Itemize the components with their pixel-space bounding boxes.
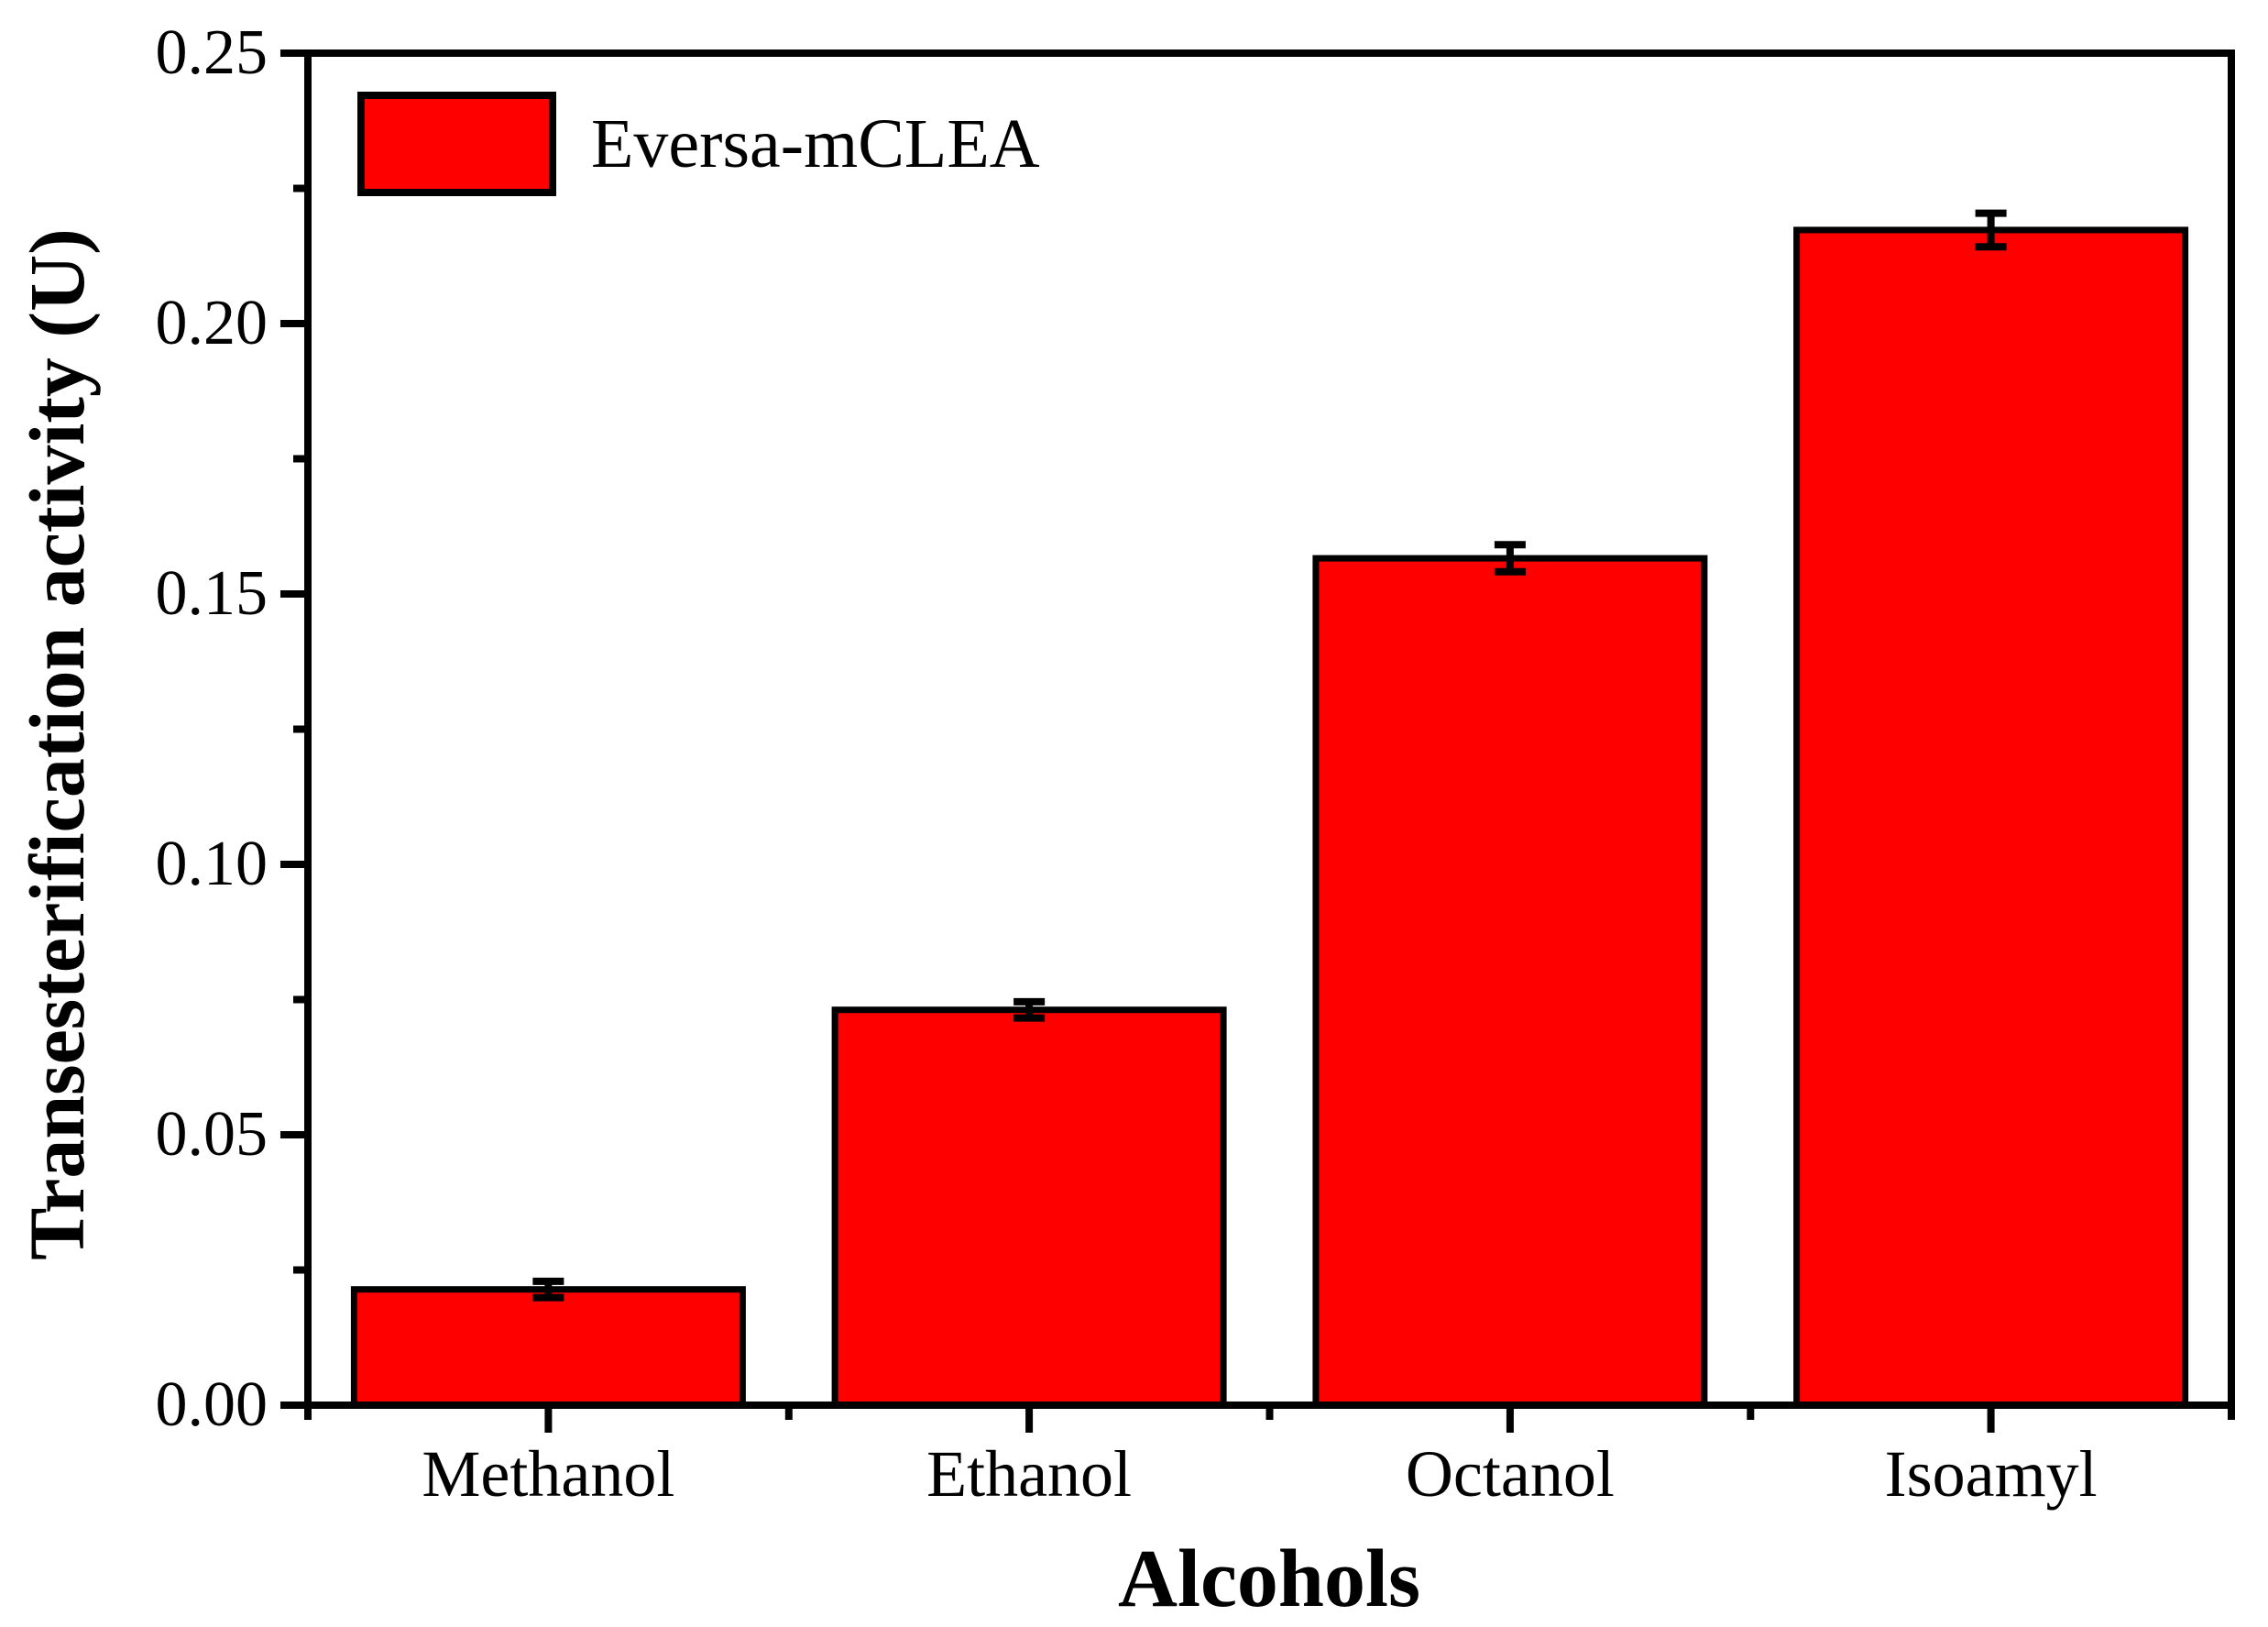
legend-label: Eversa-mCLEA: [591, 105, 1040, 182]
y-tick-label: 0.15: [155, 558, 268, 629]
error-bar-isoamyl: [1975, 209, 2007, 251]
x-axis-major-ticks: [544, 1405, 1995, 1433]
x-tick-label-ethanol: Ethanol: [926, 1437, 1133, 1511]
legend: Eversa-mCLEA: [357, 92, 1040, 196]
y-tick-label: 0.00: [155, 1369, 268, 1440]
legend-swatch: [357, 92, 556, 196]
error-bar-methanol: [532, 1277, 564, 1302]
y-axis-title: Transesterification activity (U): [13, 228, 101, 1260]
plot-border: [304, 49, 2235, 1409]
y-tick-label: 0.10: [155, 829, 268, 899]
y-tick-label: 0.05: [155, 1099, 268, 1170]
bar-methanol: [350, 1286, 746, 1409]
y-tick-label: 0.25: [155, 17, 268, 88]
error-bar-ethanol: [1013, 997, 1046, 1022]
error-bar-octanol: [1494, 541, 1526, 576]
bar-isoamyl: [1793, 226, 2189, 1409]
x-tick-label-methanol: Methanol: [422, 1437, 675, 1511]
y-tick-label: 0.20: [155, 288, 268, 358]
y-axis-major-ticks: [280, 49, 308, 1409]
bar-octanol: [1312, 555, 1708, 1409]
bar-ethanol: [831, 1006, 1227, 1409]
x-tick-label-octanol: Octanol: [1405, 1437, 1615, 1511]
x-tick-label-isoamyl: Isoamyl: [1884, 1437, 2098, 1511]
x-axis-title: Alcohols: [1117, 1534, 1421, 1624]
